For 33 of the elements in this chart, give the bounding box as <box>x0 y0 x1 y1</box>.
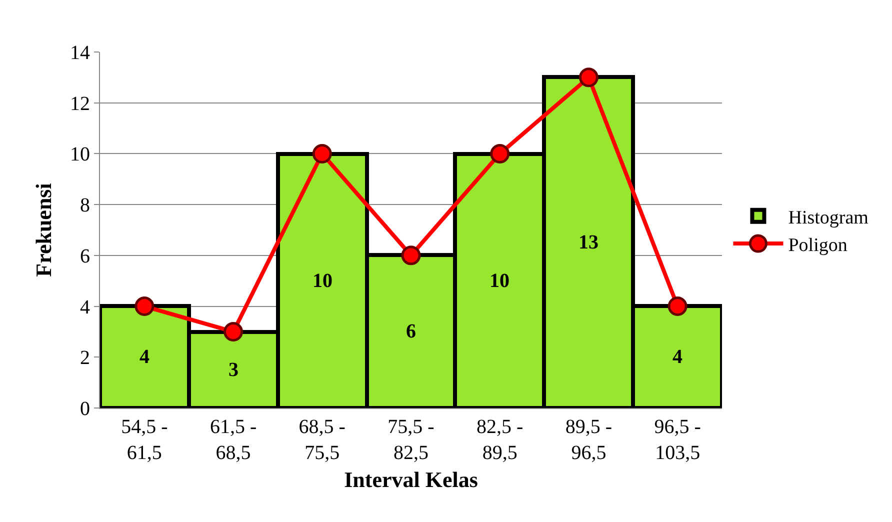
legend-label: Poligon <box>788 234 848 256</box>
point <box>134 296 154 316</box>
y-tick-label: 2 <box>80 347 90 370</box>
y-tick-label: 0 <box>80 398 90 420</box>
data-label: 4 <box>140 346 150 368</box>
x-tick-label: 54,5 - 61,5 <box>121 416 168 464</box>
data-label: 6 <box>406 320 416 342</box>
data-label: 10 <box>490 270 510 292</box>
point <box>578 68 598 88</box>
y-tick-label: 10 <box>70 144 90 166</box>
point <box>490 144 510 164</box>
y-tick-label: 4 <box>80 296 90 318</box>
point <box>401 246 421 266</box>
x-tick-label: 61,5 - 68,5 <box>210 416 257 464</box>
data-label: 10 <box>312 270 332 292</box>
x-tick-label: 89,5 - 96,5 <box>565 416 612 464</box>
legend-label: Histogram <box>788 207 869 228</box>
point <box>224 322 244 342</box>
x-tick-label: 82,5 - 89,5 <box>476 416 524 464</box>
y-tick-label: 12 <box>70 92 90 115</box>
y-tick-label: 6 <box>80 245 90 268</box>
point <box>668 296 688 316</box>
data-label: 4 <box>672 346 682 368</box>
x-tick-label: 75,5 - 82,5 <box>388 416 434 464</box>
y-axis-title: Frekuensi <box>30 183 56 277</box>
x-tick-label: 96,5 - 103,5 <box>654 416 701 464</box>
data-label: 3 <box>228 359 238 381</box>
y-tick-label: 14 <box>70 42 90 64</box>
point <box>312 144 332 164</box>
x-tick-label: 68,5 - 75,5 <box>298 416 346 464</box>
data-label: 13 <box>578 232 598 254</box>
x-axis-title: Interval Kelas <box>344 466 478 492</box>
y-tick-label: 8 <box>80 194 90 217</box>
